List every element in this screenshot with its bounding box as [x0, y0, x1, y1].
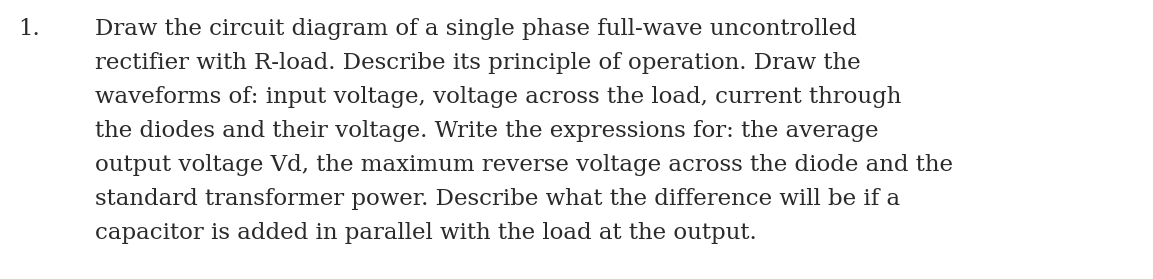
Text: waveforms of: input voltage, voltage across the load, current through: waveforms of: input voltage, voltage acr… — [95, 86, 902, 108]
Text: rectifier with R-load. Describe its principle of operation. Draw the: rectifier with R-load. Describe its prin… — [95, 52, 860, 74]
Text: the diodes and their voltage. Write the expressions for: the average: the diodes and their voltage. Write the … — [95, 120, 879, 142]
Text: output voltage Vd, the maximum reverse voltage across the diode and the: output voltage Vd, the maximum reverse v… — [95, 154, 954, 176]
Text: 1.: 1. — [18, 18, 39, 40]
Text: Draw the circuit diagram of a single phase full-wave uncontrolled: Draw the circuit diagram of a single pha… — [95, 18, 857, 40]
Text: standard transformer power. Describe what the difference will be if a: standard transformer power. Describe wha… — [95, 188, 900, 210]
Text: capacitor is added in parallel with the load at the output.: capacitor is added in parallel with the … — [95, 222, 756, 244]
